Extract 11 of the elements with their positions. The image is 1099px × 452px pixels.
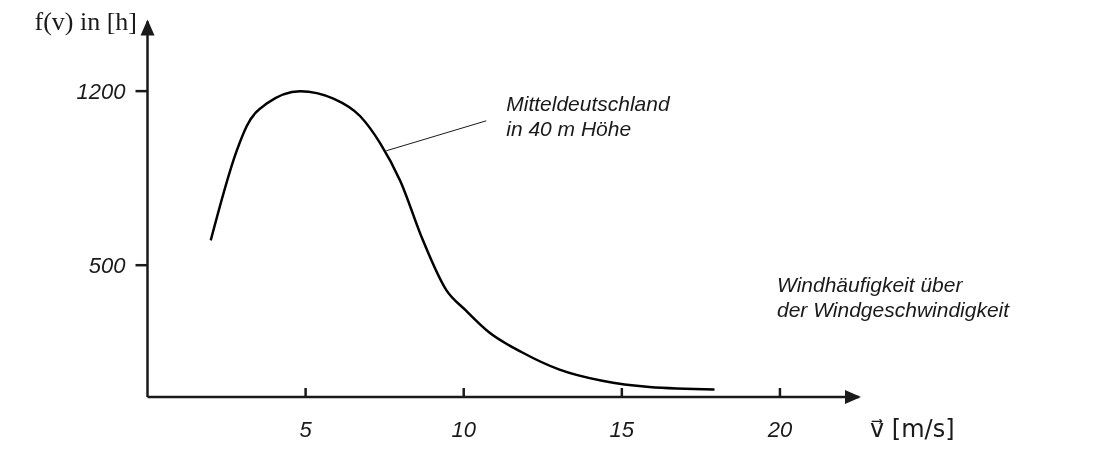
annotation: Mitteldeutschland in 40 m Höhe xyxy=(506,91,671,141)
x-tick-label: 5 xyxy=(299,417,313,442)
y-tick-label: 500 xyxy=(88,253,127,279)
annotation: Windhäufigkeit über der Windgeschwindigkeit xyxy=(777,273,1011,322)
y-tick-label: 1200 xyxy=(76,79,127,105)
y-axis-title: f(v) in [h] xyxy=(34,7,137,36)
x-tick-label: 10 xyxy=(451,417,477,442)
x-tick-label: 20 xyxy=(766,417,793,442)
x-tick-label: 15 xyxy=(609,417,635,442)
line-series xyxy=(209,89,716,391)
x-axis-title: v⃗ [m/s] xyxy=(870,415,955,443)
